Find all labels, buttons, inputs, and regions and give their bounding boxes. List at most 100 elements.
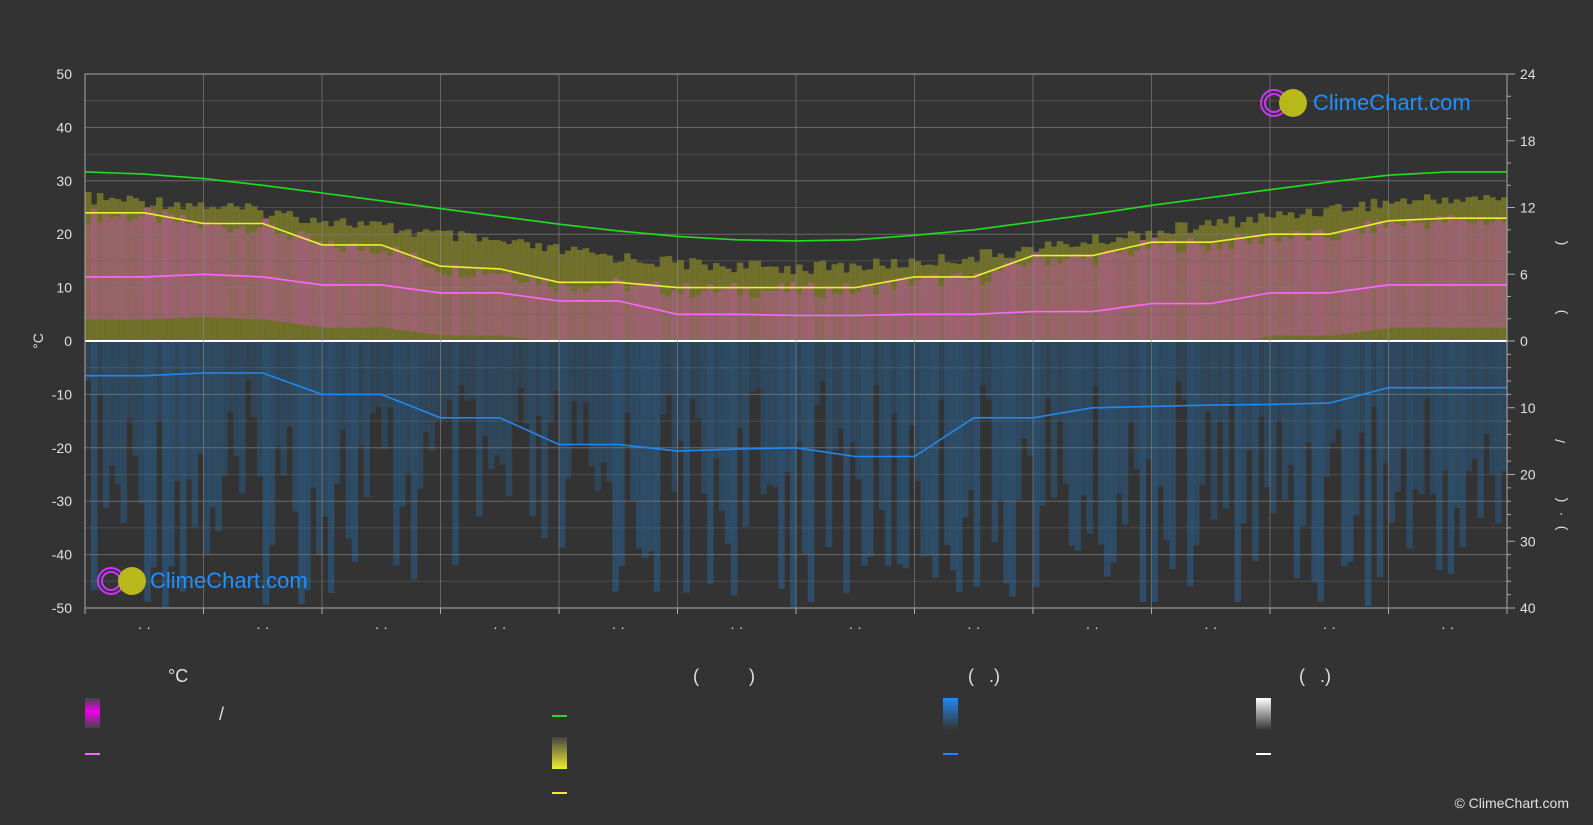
temperature-band <box>517 283 525 339</box>
precipitation-band <box>1441 341 1449 471</box>
legend-swatch-magenta <box>85 698 100 728</box>
x-tick-label: · · <box>612 619 625 635</box>
temperature-band <box>736 294 744 341</box>
sunshine-band <box>96 193 104 341</box>
precipitation-band <box>748 341 756 392</box>
temperature-band <box>274 233 282 322</box>
precipitation-band <box>1110 341 1117 563</box>
temperature-band <box>559 281 566 341</box>
temperature-band <box>1157 245 1164 341</box>
precipitation-band <box>1098 341 1105 545</box>
temperature-band <box>748 297 756 341</box>
precipitation-band <box>422 341 430 433</box>
precipitation-band <box>310 341 317 488</box>
temperature-band <box>973 273 981 341</box>
precipitation-band <box>594 341 602 492</box>
series-line-yellow <box>85 212 1507 289</box>
precipitation-band <box>1412 341 1419 490</box>
temperature-band <box>221 227 228 318</box>
temperature-band <box>884 279 892 341</box>
temperature-band <box>1127 255 1135 341</box>
precipitation-band <box>256 341 264 477</box>
precipitation-band <box>268 341 276 546</box>
temperature-band <box>991 269 999 341</box>
precipitation-band <box>505 341 513 497</box>
temperature-band <box>1115 252 1123 341</box>
sunshine-band <box>1424 194 1431 341</box>
x-tick-label: · · <box>1086 619 1099 635</box>
precipitation-band <box>1198 341 1206 485</box>
y-right-top-axis-label: ( <box>1552 240 1568 245</box>
precipitation-band <box>393 341 400 566</box>
temperature-band <box>647 283 655 341</box>
temperature-band <box>1038 257 1046 341</box>
temperature-band <box>1495 218 1502 328</box>
temperature-band <box>304 234 311 326</box>
temperature-band <box>345 244 353 328</box>
sunshine-band <box>339 218 347 341</box>
precipitation-band <box>1341 341 1348 567</box>
temperature-band <box>1228 248 1236 341</box>
precipitation-band <box>375 341 382 407</box>
precipitation-band <box>1252 341 1259 562</box>
precipitation-band <box>547 341 554 423</box>
temperature-band <box>967 279 975 341</box>
precipitation-band <box>582 341 590 403</box>
precipitation-band <box>713 341 720 460</box>
y-left-tick-label: -50 <box>52 600 72 616</box>
precipitation-band <box>689 341 696 399</box>
temperature-band <box>1074 254 1081 341</box>
precipitation-band <box>1429 341 1437 494</box>
precipitation-band <box>778 341 785 590</box>
temperature-band <box>1358 234 1366 332</box>
y-right-bottom-axis-label: / <box>1552 439 1568 443</box>
precipitation-band <box>185 341 193 480</box>
precipitation-band <box>458 341 465 385</box>
temperature-band <box>896 277 904 341</box>
temperature-band <box>707 283 714 341</box>
temperature-band <box>1068 254 1076 341</box>
brand-name-bottom: ClimeChart.com <box>150 568 308 593</box>
temperature-band <box>167 214 175 319</box>
temperature-band <box>387 255 394 329</box>
temperature-band <box>1056 263 1064 341</box>
precipitation-band <box>766 341 773 485</box>
grid <box>84 73 1508 609</box>
temperature-band <box>1418 222 1425 328</box>
precipitation-band <box>1145 341 1153 460</box>
y-right-top-tick-label: 18 <box>1520 133 1536 149</box>
temperature-band <box>1246 243 1253 340</box>
legend-line-white <box>1256 753 1271 755</box>
legend-line-yellow <box>552 792 567 794</box>
precipitation-band <box>973 341 981 587</box>
series-line-green <box>84 171 1507 242</box>
precipitation-band <box>701 341 708 494</box>
precipitation-band <box>564 341 572 479</box>
y-right-bottom-tick-label: 30 <box>1520 533 1536 549</box>
precipitation-band <box>671 341 679 493</box>
precipitation-band <box>1281 341 1289 500</box>
precipitation-band <box>179 341 187 592</box>
y-left-tick-label: 40 <box>56 119 72 135</box>
precipitation-band <box>1329 341 1336 443</box>
temperature-band <box>641 282 649 341</box>
temperature-band <box>239 226 246 319</box>
copyright: © ClimeChart.com <box>1454 795 1569 811</box>
y-right-bottom-axis-label: ) <box>1552 526 1568 531</box>
temperature-band <box>126 220 133 320</box>
precipitation-band <box>173 341 181 482</box>
precipitation-band <box>1501 341 1508 472</box>
temperature-band <box>950 274 957 341</box>
temperature-band <box>280 233 288 323</box>
legend-line-blue <box>943 753 958 755</box>
precipitation-band <box>742 341 750 527</box>
temperature-band <box>487 272 495 336</box>
temperature-band <box>683 283 690 341</box>
temperature-band <box>1394 223 1401 328</box>
precipitation-band <box>1287 341 1295 466</box>
temperature-band <box>1080 258 1087 341</box>
temperature-band <box>825 286 833 341</box>
precipitation-band <box>1477 341 1484 519</box>
temperature-band <box>1501 222 1508 328</box>
precipitation-band <box>339 341 347 430</box>
